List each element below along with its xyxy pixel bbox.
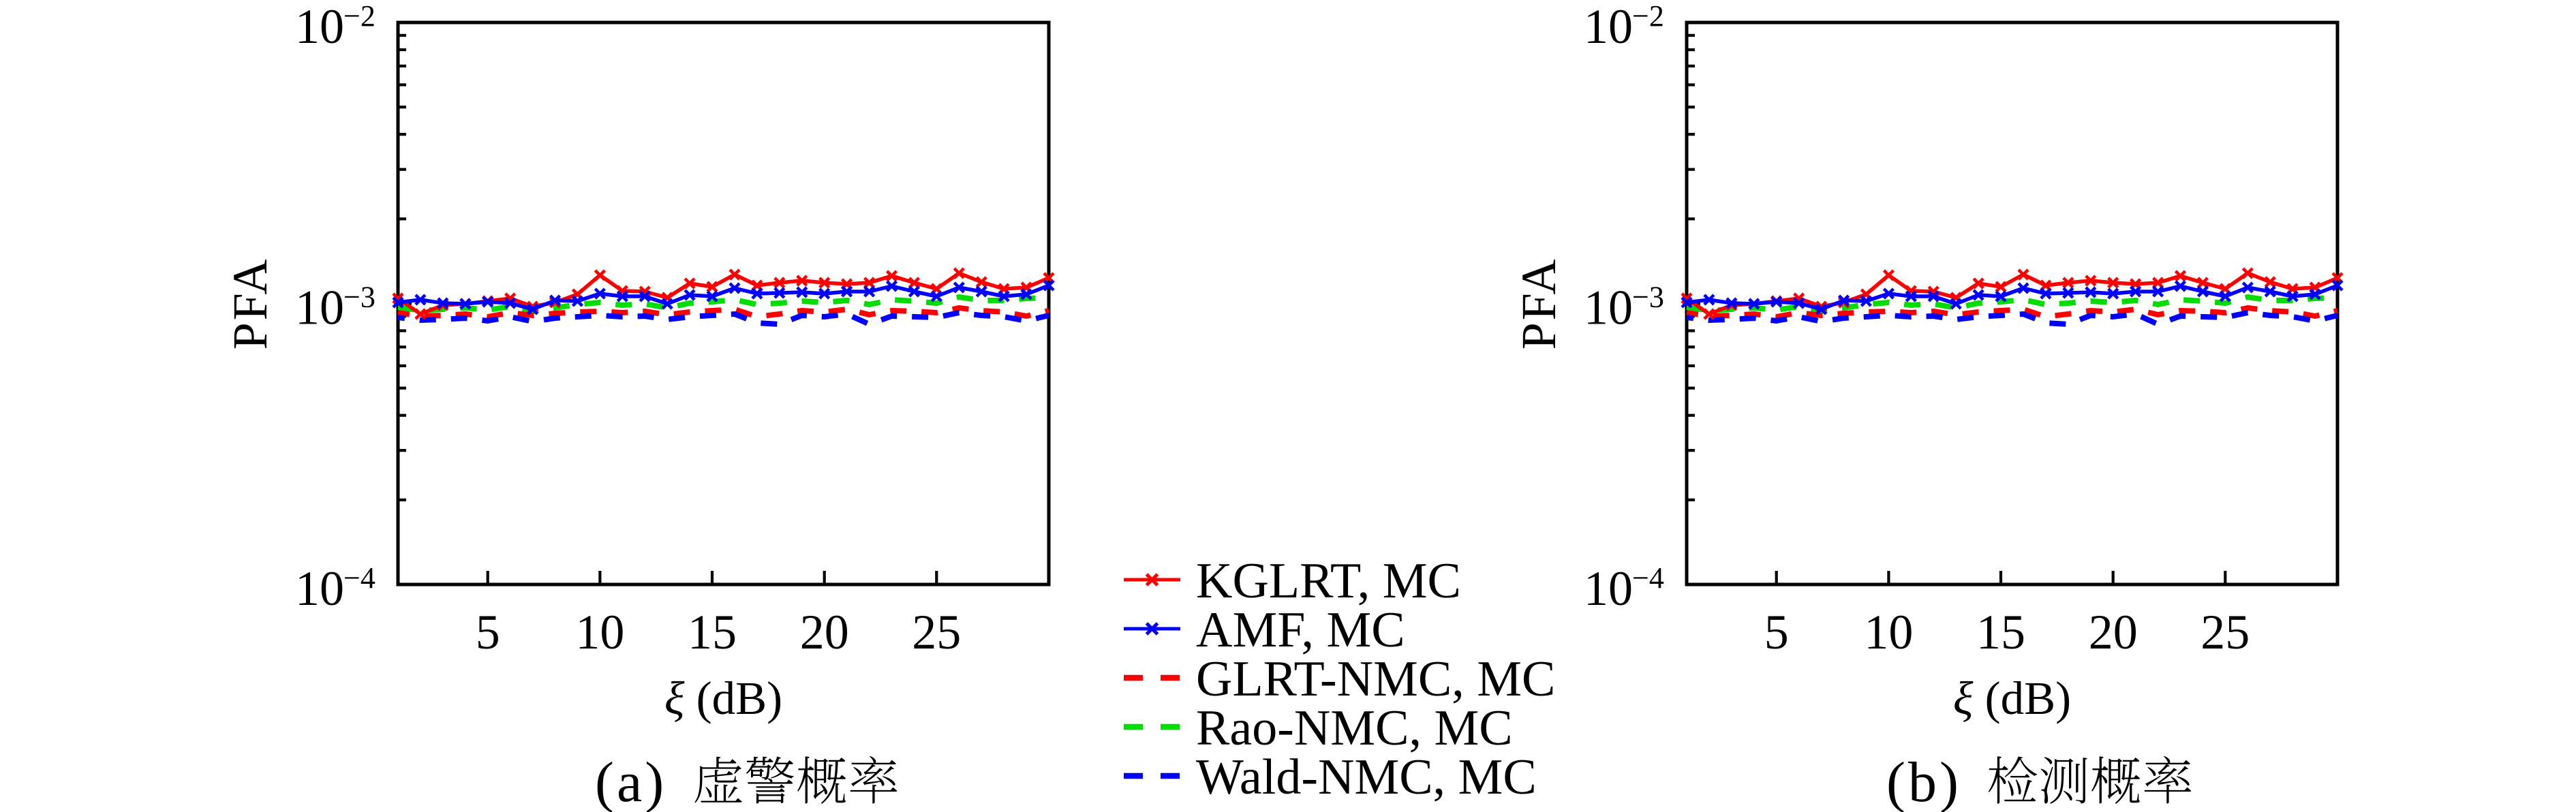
svg-text:ξ (dB): ξ (dB) xyxy=(1953,672,2071,724)
svg-text:15: 15 xyxy=(688,605,737,659)
svg-text:−2: −2 xyxy=(343,0,375,33)
svg-text:10: 10 xyxy=(575,605,624,659)
svg-text:25: 25 xyxy=(2201,605,2250,659)
svg-text:10: 10 xyxy=(295,281,344,335)
svg-text:25: 25 xyxy=(912,605,961,659)
svg-text:(b): (b) xyxy=(1886,751,1961,812)
svg-text:10: 10 xyxy=(1864,605,1913,659)
svg-text:KGLRT, MC: KGLRT, MC xyxy=(1196,553,1461,609)
svg-text:20: 20 xyxy=(800,605,849,659)
svg-text:ξ (dB): ξ (dB) xyxy=(664,672,782,724)
svg-text:Rao-NMC, MC: Rao-NMC, MC xyxy=(1196,700,1513,756)
svg-text:10: 10 xyxy=(1584,281,1633,335)
svg-text:5: 5 xyxy=(476,605,500,659)
svg-text:PFA: PFA xyxy=(223,257,277,350)
svg-text:10: 10 xyxy=(1584,0,1633,54)
svg-text:10: 10 xyxy=(1584,561,1633,616)
svg-text:GLRT-NMC, MC: GLRT-NMC, MC xyxy=(1196,651,1555,707)
svg-text:15: 15 xyxy=(1976,605,2025,659)
svg-text:−3: −3 xyxy=(343,281,375,314)
svg-text:10: 10 xyxy=(295,0,344,54)
svg-text:−4: −4 xyxy=(343,561,375,595)
svg-text:−4: −4 xyxy=(1632,561,1664,595)
svg-text:20: 20 xyxy=(2089,605,2138,659)
svg-text:PFA: PFA xyxy=(1512,257,1566,350)
svg-text:10: 10 xyxy=(295,561,344,616)
svg-text:Wald-NMC, MC: Wald-NMC, MC xyxy=(1196,749,1537,805)
svg-text:−3: −3 xyxy=(1632,281,1664,314)
svg-text:(a): (a) xyxy=(595,751,666,812)
svg-text:5: 5 xyxy=(1764,605,1789,659)
svg-text:−2: −2 xyxy=(1632,0,1664,33)
svg-text:AMF, MC: AMF, MC xyxy=(1196,602,1405,658)
